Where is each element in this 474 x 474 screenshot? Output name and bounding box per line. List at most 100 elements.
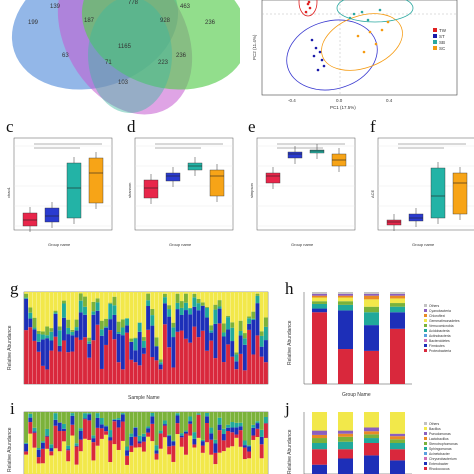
- legend-swatch: [424, 324, 427, 327]
- box-body: [430, 167, 446, 219]
- sample-bar-segment: [78, 292, 83, 294]
- sample-bar-segment: [238, 412, 243, 423]
- sample-bar-segment: [146, 329, 151, 384]
- sample-bar-segment: [57, 326, 62, 331]
- sample-bar-segment: [120, 421, 125, 441]
- venn-val-2: 187: [84, 18, 95, 24]
- sample-bar-segment: [78, 439, 83, 452]
- sample-bar-segment: [49, 350, 54, 384]
- legend-label: Lactobacillus: [429, 437, 449, 441]
- group-bar-segment: [312, 297, 327, 302]
- sample-bar-segment: [158, 448, 163, 474]
- sample-bar-segment: [141, 436, 146, 442]
- legend-label: Verrucomicrobia: [429, 324, 454, 328]
- legend-label: Enterobacter: [429, 462, 449, 466]
- group-bar-segment: [390, 303, 405, 307]
- sample-bar-segment: [112, 296, 117, 306]
- sample-bar-segment: [24, 442, 29, 444]
- legend-swatch: [424, 442, 427, 445]
- sample-bar-segment: [45, 326, 50, 336]
- sample-bar-segment: [251, 318, 256, 320]
- sample-bar-segment: [129, 338, 134, 342]
- sample-bar-segment: [57, 451, 62, 474]
- sample-bar-segment: [213, 439, 218, 444]
- sample-bar-segment: [74, 330, 79, 338]
- sample-bar-segment: [175, 434, 180, 474]
- sample-bar-segment: [99, 292, 104, 321]
- venn-val-9: 236: [176, 53, 187, 59]
- sample-bar-segment: [28, 312, 33, 319]
- group-bar-segment: [338, 292, 353, 294]
- group-bar-segment: [338, 349, 353, 384]
- sample-bar-segment: [53, 412, 58, 414]
- pcoa-xtick-1: 0.0: [336, 98, 343, 103]
- sample-bar-segment: [45, 338, 50, 370]
- sample-bar-segment: [226, 427, 230, 432]
- sample-bar-segment: [184, 430, 188, 432]
- sample-bar-segment: [141, 292, 146, 338]
- sample-bar-segment: [226, 447, 230, 474]
- sample-bar-segment: [74, 445, 79, 447]
- sample-bar-segment: [259, 458, 264, 474]
- sample-bar-segment: [112, 339, 117, 384]
- sample-bar-segment: [247, 451, 252, 459]
- sample-bar-segment: [188, 342, 193, 384]
- sample-bar-segment: [238, 353, 243, 384]
- sample-bar-segment: [255, 421, 260, 424]
- pcoa-point: [348, 16, 352, 20]
- sample-bar-segment: [188, 412, 193, 417]
- group-bar-segment: [338, 293, 353, 296]
- sample-bar-segment: [40, 334, 45, 340]
- sample-bar-segment: [74, 446, 79, 465]
- sample-bar-segment: [49, 451, 54, 456]
- sample-bar-segment: [179, 330, 184, 384]
- sample-bar-segment: [104, 318, 108, 327]
- sample-bar-segment: [162, 292, 167, 294]
- sample-bar-segment: [205, 317, 209, 351]
- sample-bar-segment: [133, 427, 138, 437]
- pcoa-legend-0: TW: [439, 28, 447, 33]
- sample-bar-segment: [137, 435, 142, 442]
- sample-bar-segment: [171, 322, 176, 328]
- sample-bar-segment: [150, 423, 155, 442]
- legend-swatch: [424, 457, 427, 460]
- sample-bar-segment: [28, 433, 33, 474]
- sample-bar-segment: [251, 427, 256, 436]
- sample-bar-segment: [192, 412, 197, 433]
- sample-bar-segment: [70, 329, 75, 332]
- sample-bar-segment: [108, 303, 113, 320]
- sample-bar-segment: [175, 309, 180, 332]
- sample-bar-segment: [36, 449, 41, 458]
- legend-label: Sphingomonas: [429, 447, 452, 451]
- sample-bar-segment: [49, 331, 54, 341]
- group-bars-panel-h: h Relative Abundance Group Name Others Cy…: [282, 280, 474, 400]
- sample-bar-segment: [226, 344, 230, 384]
- box-body: [452, 172, 468, 215]
- pcoa-panel: TW ST SB SC -0.4 0.0 0.4 PC1 (17.5%) PC2…: [250, 0, 474, 115]
- sample-bar-segment: [221, 412, 226, 429]
- sample-bar-segment: [40, 442, 45, 449]
- sample-bar-segment: [238, 320, 243, 331]
- g-xlabel: Sample Name: [128, 395, 160, 401]
- sample-bar-segment: [91, 314, 96, 341]
- sample-bar-segment: [125, 292, 130, 319]
- sample-bar-segment: [87, 439, 92, 474]
- panel-label-h: h: [285, 279, 294, 298]
- box-xlabel: Group name: [291, 242, 314, 247]
- sample-bar-segment: [179, 307, 184, 315]
- sample-bar-segment: [255, 295, 260, 304]
- sample-bar-segment: [179, 433, 184, 436]
- group-bar-segment: [312, 464, 327, 474]
- sample-bar-segment: [141, 353, 146, 384]
- sample-bar-segment: [49, 448, 54, 452]
- sample-bar-segment: [78, 430, 83, 440]
- sample-bar-segment: [167, 316, 172, 348]
- sample-bar-segment: [154, 453, 159, 460]
- sample-bar-segment: [40, 448, 45, 464]
- sample-bar-segment: [104, 412, 108, 426]
- sample-bar-segment: [213, 358, 218, 384]
- sample-bar-segment: [57, 422, 62, 431]
- sample-bar-segment: [112, 418, 117, 420]
- sample-bar-segment: [200, 441, 205, 446]
- sample-bar-segment: [205, 423, 209, 443]
